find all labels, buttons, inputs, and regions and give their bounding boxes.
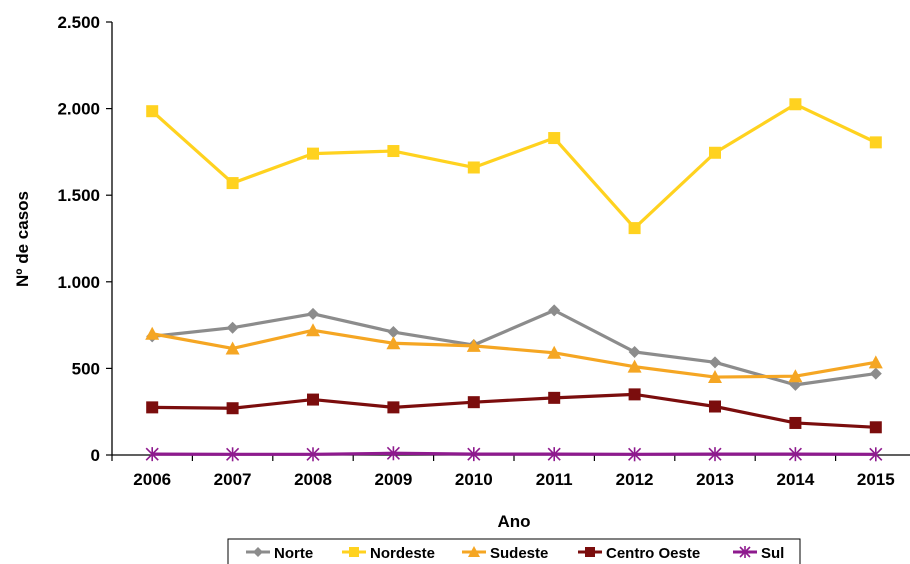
series-line — [152, 451, 876, 456]
series-line — [152, 308, 877, 387]
data-point — [307, 393, 319, 406]
data-point — [789, 416, 802, 429]
data-point — [788, 369, 803, 383]
data-point — [709, 400, 721, 413]
y-tick-label: 500 — [72, 359, 100, 378]
legend: Norte Nordeste Sudeste Centro Oeste Sul — [227, 538, 801, 564]
series-line — [152, 392, 876, 429]
x-tick-label: 2012 — [616, 470, 654, 489]
x-tick-label: 2013 — [696, 470, 734, 489]
data-point — [548, 132, 561, 145]
y-axis-title: Nº de casos — [13, 191, 32, 287]
legend-label: Sul — [761, 545, 784, 562]
data-point — [226, 447, 240, 462]
x-axis-title: Ano — [497, 512, 530, 531]
data-point — [145, 326, 160, 340]
series-norte — [146, 304, 882, 391]
data-point — [868, 355, 883, 369]
legend-label: Norte — [274, 545, 313, 562]
x-tick-label: 2011 — [536, 470, 573, 489]
axes — [111, 22, 910, 456]
y-axis-ticks: 0 500 1.000 1.500 2.000 2.500 — [57, 13, 112, 465]
x-tick-label: 2015 — [857, 470, 895, 489]
x-tick-label: 2010 — [455, 470, 493, 489]
data-point — [739, 546, 751, 558]
legend-item: Sul — [733, 545, 784, 562]
data-point — [225, 341, 240, 355]
y-tick-label: 0 — [91, 446, 100, 465]
data-point — [628, 447, 642, 462]
series-line — [151, 328, 877, 379]
y-tick-label: 1.000 — [57, 273, 100, 292]
data-point — [869, 367, 882, 380]
x-tick-label: 2008 — [294, 470, 332, 489]
x-axis-ticks: 2006 2007 2008 2009 2010 2011 2012 2013 2014 2015 — [111, 455, 895, 489]
data-point — [146, 105, 159, 118]
data-point — [628, 388, 641, 401]
data-point — [708, 370, 722, 384]
data-point — [466, 338, 481, 352]
data-point — [306, 323, 320, 337]
data-point — [467, 161, 480, 174]
legend-label: Nordeste — [370, 545, 435, 562]
data-point — [307, 307, 319, 320]
data-point — [226, 177, 239, 190]
x-tick-label: 2014 — [776, 470, 814, 489]
data-point — [306, 447, 320, 462]
series-centro-oeste — [146, 388, 882, 434]
data-point — [547, 345, 562, 359]
data-point — [869, 447, 883, 462]
legend-label: Sudeste — [490, 545, 548, 562]
legend-item: Nordeste — [342, 545, 435, 562]
data-point — [548, 304, 561, 317]
data-point — [467, 447, 481, 462]
data-point — [789, 98, 802, 111]
series-nordeste — [146, 98, 882, 235]
data-point — [387, 145, 400, 158]
data-point — [386, 446, 400, 461]
y-tick-label: 2.000 — [57, 100, 100, 119]
series-layer — [145, 98, 883, 462]
data-point — [548, 391, 561, 404]
data-point — [869, 421, 882, 434]
data-point — [226, 321, 239, 334]
data-point — [547, 447, 561, 462]
data-point — [708, 447, 722, 462]
data-point — [253, 547, 263, 557]
data-point — [387, 326, 400, 339]
legend-item: Norte — [246, 545, 313, 562]
data-point — [386, 336, 401, 350]
legend-box — [227, 538, 801, 564]
data-point — [467, 396, 480, 409]
legend-item: Sudeste — [462, 545, 548, 562]
data-point — [349, 547, 359, 557]
legend-label: Centro Oeste — [606, 545, 700, 562]
data-point — [387, 401, 400, 414]
data-point — [307, 147, 319, 160]
data-point — [226, 402, 239, 415]
series-sul — [145, 446, 883, 462]
legend-item: Centro Oeste — [578, 545, 700, 562]
data-point — [869, 136, 882, 149]
data-point — [788, 447, 802, 462]
data-point — [628, 345, 641, 358]
data-point — [585, 547, 595, 557]
y-tick-label: 1.500 — [57, 186, 100, 205]
x-tick-label: 2007 — [214, 470, 252, 489]
data-point — [709, 146, 721, 159]
x-tick-label: 2006 — [133, 470, 171, 489]
series-sudeste — [145, 323, 883, 384]
data-point — [146, 401, 159, 414]
data-point — [628, 222, 641, 235]
data-point — [627, 359, 642, 373]
data-point — [468, 546, 480, 557]
x-tick-label: 2009 — [374, 470, 412, 489]
y-tick-label: 2.500 — [57, 13, 100, 32]
data-point — [709, 356, 721, 369]
data-point — [145, 447, 159, 462]
series-line — [151, 102, 877, 230]
